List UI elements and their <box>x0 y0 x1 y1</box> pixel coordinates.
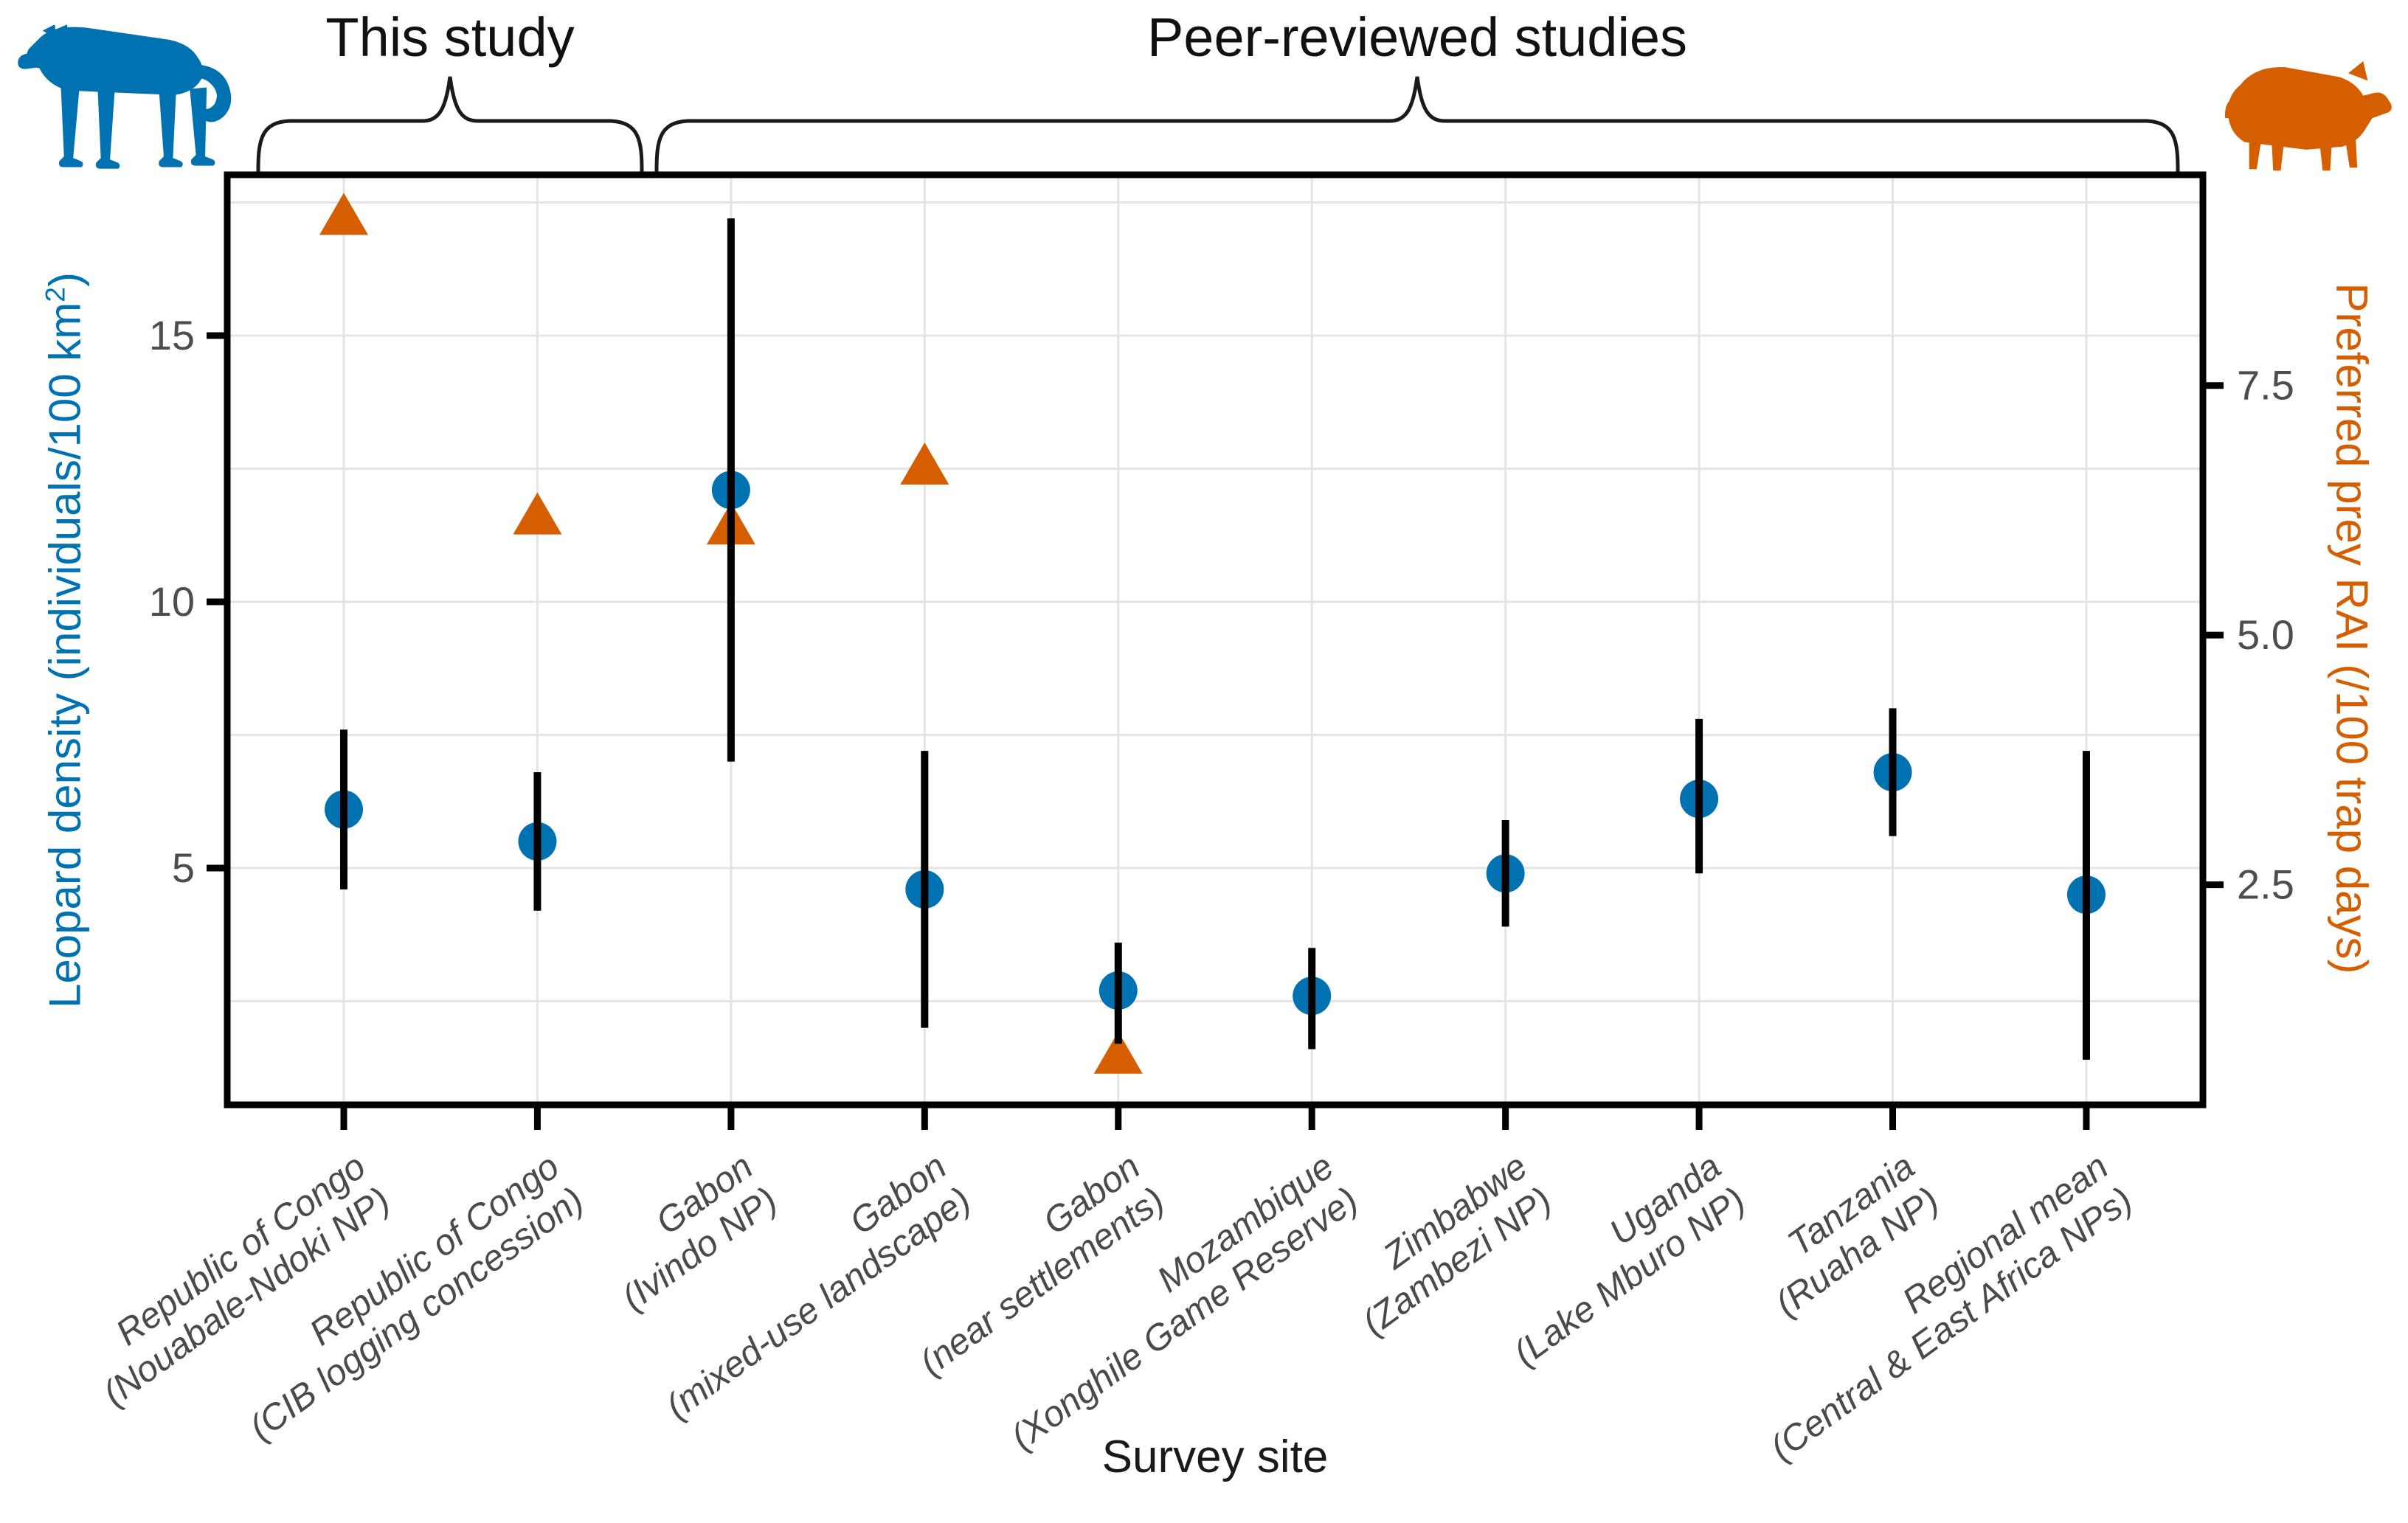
brace-this-study <box>256 76 644 173</box>
prey-rai-point <box>513 492 562 535</box>
prey-rai-point <box>319 192 368 235</box>
x-axis-title: Survey site <box>1101 1432 1329 1482</box>
panel-border <box>224 171 2207 1109</box>
left-axis-tick-label: 5 <box>172 844 195 891</box>
right-axis-tick-label: 2.5 <box>2237 861 2294 908</box>
group-label-this-study: This study <box>325 7 575 68</box>
brace-peer-reviewed <box>654 76 2180 173</box>
left-axis-tick-label: 10 <box>149 578 195 625</box>
right-axis-tick-label: 5.0 <box>2237 611 2294 658</box>
x-axis-category-label: Zimbabwe(Zambezi NP) <box>1331 1146 1559 1343</box>
group-label-peer-reviewed: Peer-reviewed studies <box>1146 7 1688 68</box>
prey-rai-point <box>900 442 949 485</box>
leopard-icon <box>12 19 242 174</box>
prey-rai-point <box>1093 1031 1143 1074</box>
right-axis-tick-label: 7.5 <box>2237 362 2294 409</box>
wild-pig-icon <box>2216 43 2396 173</box>
x-axis-category-label: Gabon(Ivindo NP) <box>590 1146 784 1318</box>
brace-layer <box>256 76 2180 173</box>
left-axis-tick-label: 15 <box>149 312 195 358</box>
